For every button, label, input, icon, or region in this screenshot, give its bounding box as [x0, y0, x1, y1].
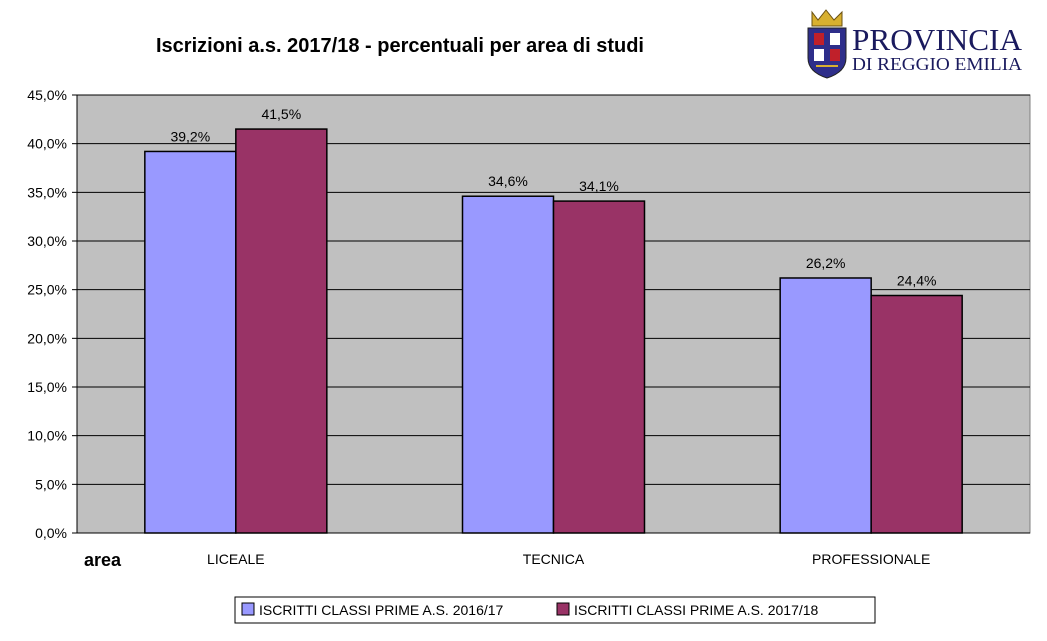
y-tick-label: 10,0% — [27, 428, 67, 444]
y-tick-label: 0,0% — [35, 525, 67, 541]
y-tick-label: 25,0% — [27, 282, 67, 298]
logo-line2: DI REGGIO EMILIA — [852, 54, 1022, 74]
bar-2017-18-liceale — [235, 128, 328, 534]
bar-2016-17-liceale — [144, 150, 237, 534]
x-tick-label: TECNICA — [523, 551, 585, 567]
y-tick-label: 35,0% — [27, 184, 67, 200]
coat-of-arms-icon — [807, 9, 847, 79]
y-tick-label: 45,0% — [27, 87, 67, 103]
data-label: 34,6% — [488, 173, 528, 189]
legend-label-2016-17: ISCRITTI CLASSI PRIME A.S. 2016/17 — [259, 602, 504, 618]
y-tick-label: 40,0% — [27, 136, 67, 152]
x-axis-label: area — [84, 550, 122, 570]
y-tick-label: 30,0% — [27, 233, 67, 249]
data-label: 34,1% — [579, 178, 619, 194]
legend-swatch-2016-17 — [241, 602, 255, 616]
chart-title: Iscrizioni a.s. 2017/18 - percentuali pe… — [156, 35, 644, 57]
data-label: 41,5% — [261, 106, 301, 122]
x-tick-label: LICEALE — [207, 551, 265, 567]
y-tick-label: 20,0% — [27, 330, 67, 346]
legend: ISCRITTI CLASSI PRIME A.S. 2016/17 ISCRIT… — [234, 596, 876, 624]
y-tick-label: 15,0% — [27, 379, 67, 395]
data-label: 24,4% — [897, 273, 937, 289]
bar-2016-17-tecnica — [461, 195, 555, 534]
data-label: 39,2% — [170, 128, 210, 144]
x-tick-label: PROFESSIONALE — [812, 551, 930, 567]
legend-label-2017-18: ISCRITTI CLASSI PRIME A.S. 2017/18 — [574, 602, 819, 618]
provincia-logo: PROVINCIA DI REGGIO EMILIA — [807, 9, 1023, 79]
logo-line1: PROVINCIA — [852, 22, 1023, 57]
legend-box — [234, 596, 876, 624]
bar-2016-17-professionale — [779, 277, 872, 534]
bar-2017-18-tecnica — [552, 200, 646, 534]
bar-2017-18-professionale — [870, 294, 963, 534]
y-tick-label: 5,0% — [35, 476, 67, 492]
legend-swatch-2017-18 — [556, 602, 570, 616]
data-label: 26,2% — [806, 255, 846, 271]
